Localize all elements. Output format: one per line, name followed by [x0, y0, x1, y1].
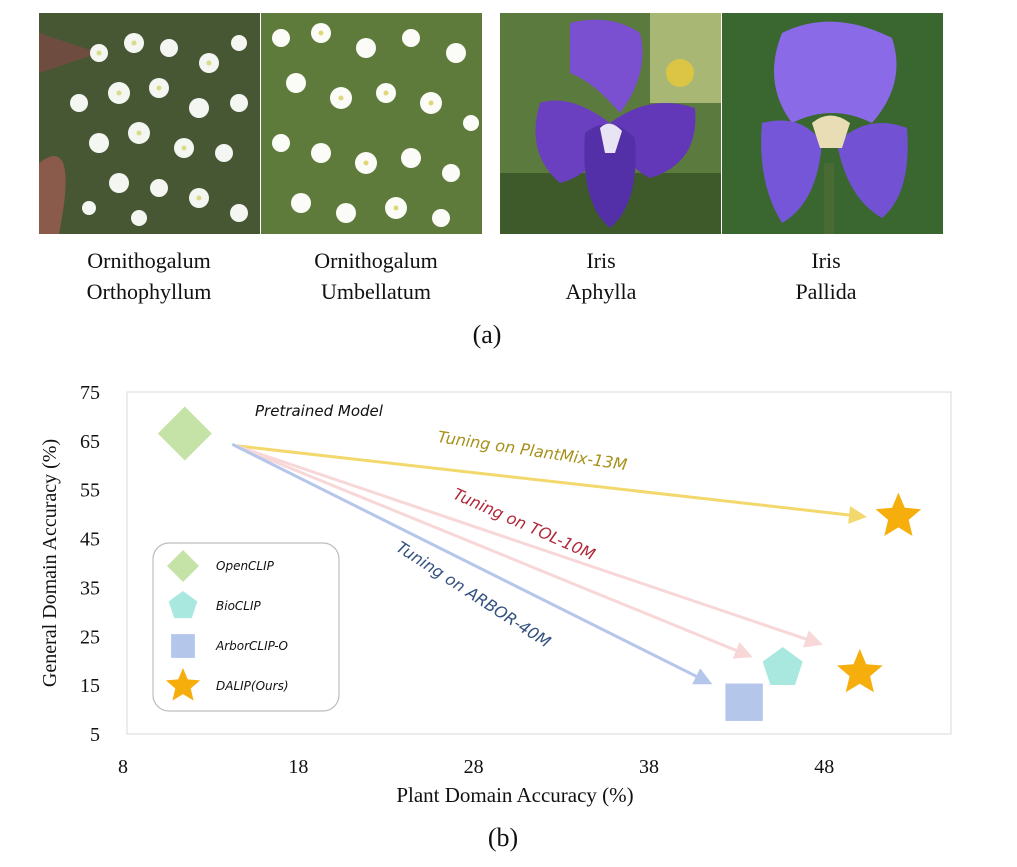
- data-point-dalip-ours: [875, 492, 922, 536]
- caption-species-3: Iris Aphylla: [501, 245, 701, 307]
- y-tick-label: 65: [80, 431, 100, 453]
- data-point-dalip-ours: [837, 648, 883, 693]
- arrow-0: [235, 444, 867, 524]
- x-tick-label: 38: [639, 756, 659, 778]
- caption-species-4: Iris Pallida: [726, 245, 926, 307]
- caption-epithet: Pallida: [795, 279, 857, 304]
- panel-a-label: (a): [472, 320, 502, 349]
- y-tick-label: 55: [80, 480, 100, 502]
- y-axis-label: General Domain Accuracy (%): [39, 439, 61, 687]
- x-tick-label: 28: [464, 756, 484, 778]
- legend-label: DALIP(Ours): [216, 679, 289, 693]
- arrow-3: [231, 442, 713, 685]
- legend-marker-0: [167, 550, 199, 582]
- y-tick-label: 15: [80, 675, 100, 697]
- photo-ornithogalum-umbellatum: [261, 13, 482, 234]
- y-tick-label: 5: [90, 724, 100, 746]
- x-tick-label: 48: [814, 756, 834, 778]
- arrow-2: [235, 444, 753, 659]
- arrow-label-tol: Tuning on TOL-10M: [450, 484, 598, 564]
- legend-label: ArborCLIP-O: [215, 639, 288, 653]
- caption-genus: Ornithogalum: [87, 248, 211, 273]
- plot-frame: [126, 391, 952, 735]
- legend-label: OpenCLIP: [216, 559, 275, 573]
- data-point-arborclip-o: [725, 683, 763, 721]
- data-point-openclip: [157, 406, 212, 461]
- legend-box: [152, 542, 340, 712]
- caption-genus: Iris: [811, 248, 841, 273]
- pretrained-model-annotation: Pretrained Model: [255, 402, 384, 420]
- y-tick-label: 45: [80, 529, 100, 551]
- photo-iris-aphylla: [500, 13, 721, 234]
- photo-iris-pallida: [722, 13, 943, 234]
- caption-epithet: Orthophyllum: [86, 279, 212, 304]
- scatter-chart: 75 65 55 45 35 25 15 5 8 18 28 38 48 General Domain…: [39, 382, 952, 807]
- data-point-bioclip: [762, 647, 803, 685]
- caption-epithet: Aphylla: [565, 279, 637, 304]
- caption-species-1: Ornithogalum Orthophyllum: [49, 245, 249, 307]
- photo-ornithogalum-orthophyllum: [39, 13, 260, 234]
- legend-marker-2: [171, 634, 195, 658]
- caption-epithet: Umbellatum: [321, 279, 431, 304]
- caption-species-2: Ornithogalum Umbellatum: [276, 245, 476, 307]
- y-tick-label: 75: [80, 382, 100, 404]
- y-tick-label: 25: [80, 626, 100, 648]
- panel-b-label: (b): [487, 823, 519, 852]
- y-tick-label: 35: [80, 577, 100, 599]
- caption-genus: Iris: [586, 248, 616, 273]
- legend-marker-1: [168, 591, 198, 619]
- arrow-1: [235, 444, 823, 648]
- x-tick-label: 8: [118, 756, 128, 778]
- caption-genus: Ornithogalum: [314, 248, 438, 273]
- x-axis-label: Plant Domain Accuracy (%): [396, 783, 633, 807]
- x-tick-label: 18: [288, 756, 308, 778]
- legend-label: BioCLIP: [216, 599, 262, 613]
- arrow-label-plantmix: Tuning on PlantMix-13M: [436, 427, 628, 474]
- legend-marker-3: [165, 668, 201, 701]
